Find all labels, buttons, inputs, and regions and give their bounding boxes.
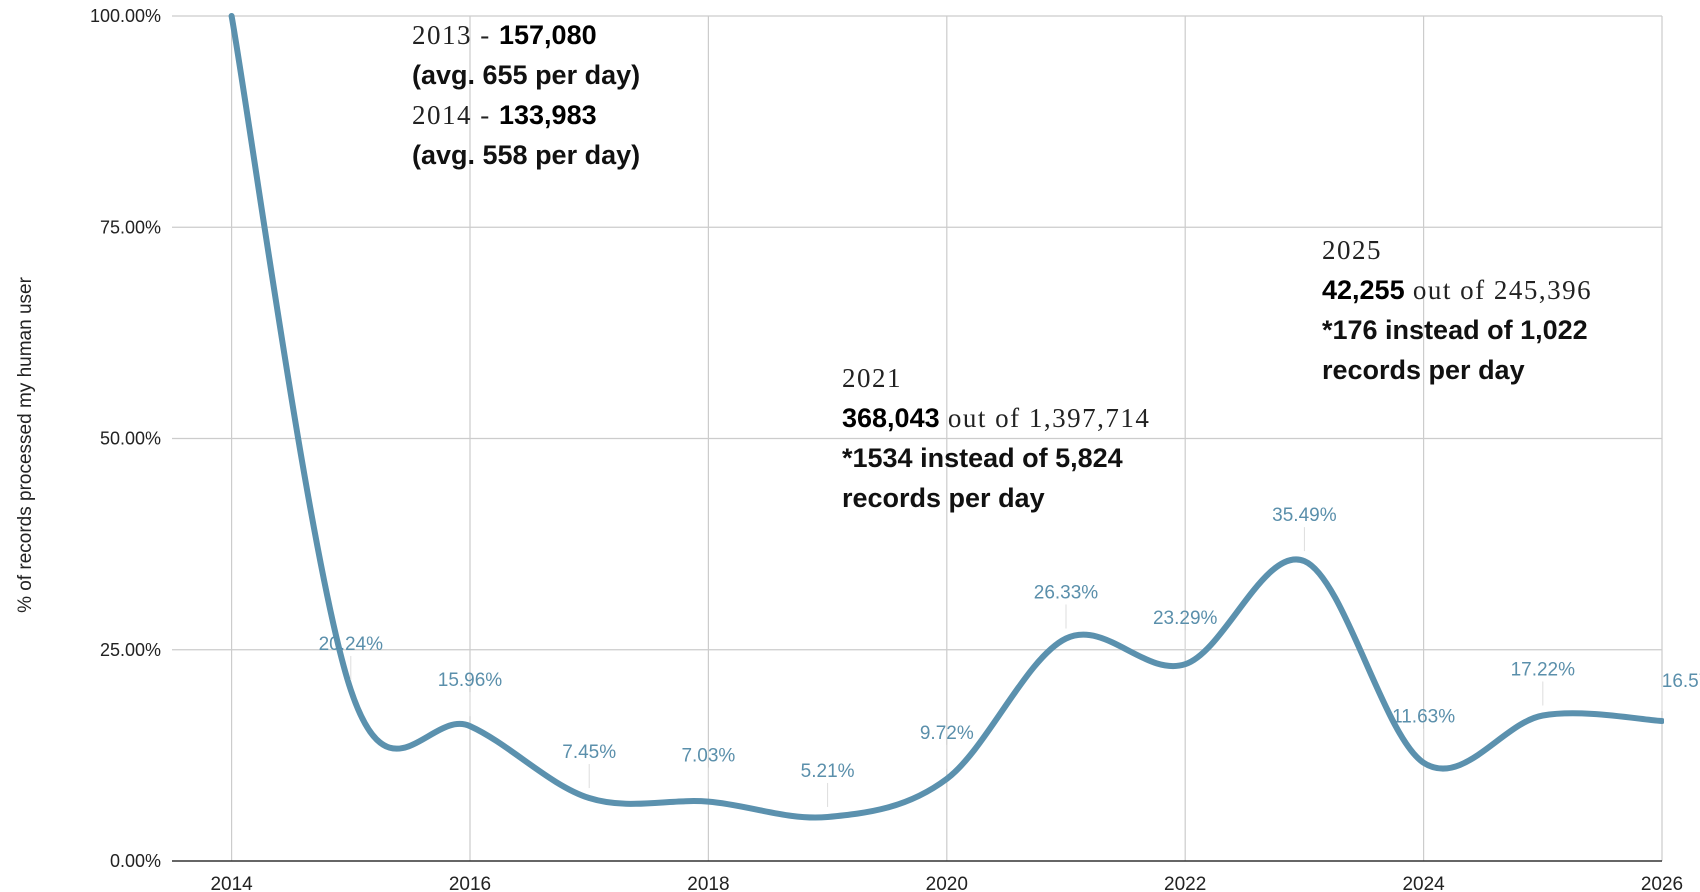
- annotation-line: *1534 instead of 5,824: [842, 443, 1123, 473]
- annotation-segment: 2025: [1322, 235, 1382, 265]
- annotation-line: *176 instead of 1,022: [1322, 315, 1588, 345]
- x-tick-label: 2026: [1641, 874, 1683, 892]
- x-tick-label: 2024: [1402, 874, 1445, 892]
- x-tick-label: 2014: [210, 874, 253, 892]
- annotation-segment: (avg. 655 per day): [412, 60, 640, 90]
- annotation-line: records per day: [842, 483, 1045, 513]
- data-label: 26.33%: [1034, 583, 1099, 604]
- annotation-block: 2021 368,043 out of 1,397,714 *1534 instea…: [842, 363, 1150, 513]
- annotation-segment: 368,043: [842, 403, 940, 433]
- data-labels: 20.24% 15.96% 7.45% 7.03% 5.21% 9.72% 26.33% 23…: [319, 505, 1700, 807]
- annotation-line: records per day: [1322, 355, 1525, 385]
- data-label: 5.21%: [801, 761, 855, 782]
- x-tick-label: 2016: [449, 874, 491, 892]
- annotation-line: 2025: [1322, 235, 1382, 265]
- data-label: 35.49%: [1272, 505, 1337, 526]
- data-label: 23.29%: [1153, 608, 1218, 629]
- axes: 0.00% 25.00% 50.00% 75.00% 100.00% 2014 2016 20…: [90, 6, 1683, 892]
- y-tick-label: 0.00%: [110, 851, 161, 871]
- gridlines: [172, 15, 1663, 861]
- annotation-line: 2014 - 133,983: [412, 100, 597, 130]
- annotation-segment: 133,983: [499, 100, 597, 130]
- data-label: 17.22%: [1511, 659, 1576, 680]
- y-tick-label: 25.00%: [100, 640, 161, 660]
- annotation-segment: out of 1,397,714: [940, 403, 1151, 433]
- annotation-block: 2025 42,255 out of 245,396 *176 instead of…: [1322, 235, 1592, 385]
- data-label: 20.24%: [319, 634, 384, 655]
- annotation-line: (avg. 558 per day): [412, 140, 640, 170]
- data-label: 16.57%: [1662, 671, 1700, 692]
- y-tick-label: 100.00%: [90, 6, 161, 26]
- series-line-group: [228, 13, 1664, 821]
- annotation-segment: records per day: [842, 483, 1045, 513]
- annotation-segment: 157,080: [499, 20, 597, 50]
- y-tick-label: 50.00%: [100, 429, 161, 449]
- annotation-segment: 2013 -: [412, 20, 499, 50]
- data-label: 15.96%: [438, 670, 503, 691]
- annotation-segment: out of 245,396: [1405, 275, 1593, 305]
- y-tick-label: 75.00%: [100, 217, 161, 237]
- y-axis-title: % of records processed my human user: [15, 276, 36, 612]
- data-label: 7.45%: [562, 742, 616, 763]
- x-tick-label: 2020: [926, 874, 968, 892]
- x-tick-label: 2022: [1164, 874, 1206, 892]
- annotation-line: 368,043 out of 1,397,714: [842, 403, 1150, 433]
- annotations: 2013 - 157,080 (avg. 655 per day) 2014 - 1…: [412, 20, 1592, 513]
- annotation-segment: (avg. 558 per day): [412, 140, 640, 170]
- annotation-line: (avg. 655 per day): [412, 60, 640, 90]
- annotation-block: 2013 - 157,080 (avg. 655 per day) 2014 - 1…: [412, 20, 640, 170]
- annotation-segment: *1534 instead of 5,824: [842, 443, 1123, 473]
- annotation-segment: *176 instead of 1,022: [1322, 315, 1588, 345]
- annotation-segment: 2014 -: [412, 100, 499, 130]
- annotation-segment: records per day: [1322, 355, 1525, 385]
- annotation-line: 2021: [842, 363, 902, 393]
- data-label: 9.72%: [920, 723, 974, 744]
- data-label: 11.63%: [1392, 707, 1455, 728]
- annotation-line: 42,255 out of 245,396: [1322, 275, 1592, 305]
- data-label: 7.03%: [681, 746, 735, 767]
- x-tick-label: 2018: [687, 874, 729, 892]
- annotation-segment: 2021: [842, 363, 902, 393]
- series-line: [228, 13, 1664, 821]
- annotation-line: 2013 - 157,080: [412, 20, 597, 50]
- annotation-segment: 42,255: [1322, 275, 1405, 305]
